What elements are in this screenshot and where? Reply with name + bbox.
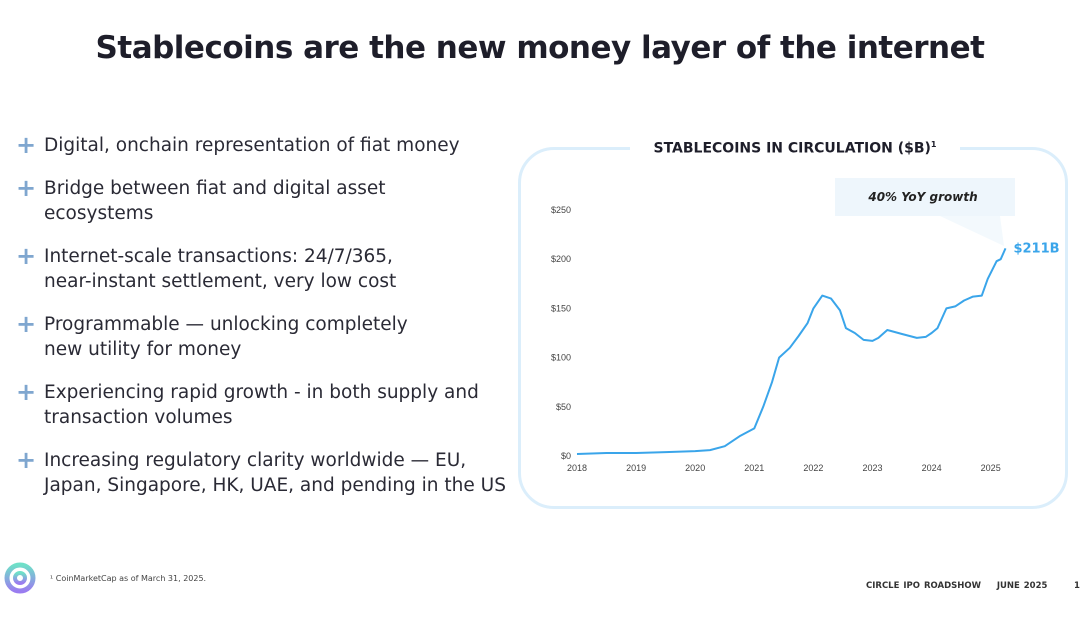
bullet-text: Internet-scale transactions: 24/7/365, ne… bbox=[44, 244, 396, 294]
footer-date: JUNE 2025 bbox=[996, 581, 1048, 591]
x-tick-label: 2019 bbox=[626, 463, 646, 473]
bullet-line: Bridge between fiat and digital asset bbox=[44, 178, 386, 199]
x-tick-label: 2020 bbox=[685, 463, 705, 473]
annotation-box bbox=[835, 178, 1015, 216]
circle-logo bbox=[3, 560, 37, 596]
x-tick-label: 2025 bbox=[981, 463, 1001, 473]
chart-title-footnote-marker: 1 bbox=[930, 140, 937, 149]
plus-icon: + bbox=[16, 131, 37, 159]
x-tick-label: 2022 bbox=[803, 463, 823, 473]
bullet-item: + Experiencing rapid growth - in both sup… bbox=[16, 380, 516, 430]
plus-icon: + bbox=[16, 310, 37, 338]
bullet-line: Digital, onchain representation of fiat … bbox=[44, 135, 460, 156]
y-tick-label: $200 bbox=[551, 254, 571, 264]
bullet-item: + Digital, onchain representation of fiat… bbox=[16, 133, 516, 158]
bullet-line: transaction volumes bbox=[44, 407, 233, 428]
bullet-text: Bridge between fiat and digital asset eco… bbox=[44, 176, 386, 226]
footnote: ¹ CoinMarketCap as of March 31, 2025. bbox=[50, 574, 207, 583]
bullet-line: near-instant settlement, very low cost bbox=[44, 271, 397, 292]
plus-icon: + bbox=[16, 242, 37, 270]
chart-title: STABLECOINS IN CIRCULATION ($B)1 bbox=[630, 134, 960, 160]
x-tick-label: 2018 bbox=[567, 463, 587, 473]
bullet-text: Digital, onchain representation of fiat … bbox=[44, 133, 460, 158]
bullet-line: Increasing regulatory clarity worldwide … bbox=[44, 450, 467, 471]
series-line bbox=[576, 247, 1007, 455]
page-title: Stablecoins are the new money layer of t… bbox=[95, 30, 985, 66]
plus-icon: + bbox=[16, 174, 37, 202]
annotation-text: 40% YoY growth bbox=[867, 190, 977, 204]
bullet-item: + Internet-scale transactions: 24/7/365, n… bbox=[16, 244, 516, 294]
bullet-line: Japan, Singapore, HK, UAE, and pending i… bbox=[44, 475, 506, 496]
y-tick-label: $100 bbox=[551, 353, 571, 363]
page-number: 10 bbox=[1074, 581, 1080, 591]
bullet-item: + Increasing regulatory clarity worldwide… bbox=[16, 448, 516, 498]
y-tick-label: $50 bbox=[556, 402, 571, 412]
x-tick-label: 2023 bbox=[862, 463, 882, 473]
end-value-label: $211B bbox=[1013, 241, 1059, 256]
y-tick-label: $250 bbox=[551, 205, 571, 215]
annotation-pointer bbox=[940, 216, 1004, 246]
chart-title-text: STABLECOINS IN CIRCULATION ($B) bbox=[653, 140, 931, 157]
footer-event: CIRCLE IPO ROADSHOW bbox=[866, 581, 981, 591]
bullet-line: Internet-scale transactions: 24/7/365, bbox=[44, 246, 393, 267]
bullet-text: Programmable — unlocking completely new u… bbox=[44, 312, 408, 362]
bullet-line: new utility for money bbox=[44, 339, 242, 360]
bullet-line: Experiencing rapid growth - in both supp… bbox=[44, 382, 479, 403]
y-tick-label: $0 bbox=[561, 451, 571, 461]
bullet-list: + Digital, onchain representation of fiat… bbox=[16, 133, 516, 516]
bullet-text: Increasing regulatory clarity worldwide … bbox=[44, 448, 506, 498]
plus-icon: + bbox=[16, 446, 37, 474]
footer-event-date: CIRCLE IPO ROADSHOW JUNE 2025 bbox=[866, 581, 1047, 591]
y-tick-label: $150 bbox=[551, 303, 571, 313]
x-tick-label: 2024 bbox=[922, 463, 942, 473]
bullet-line: ecosystems bbox=[44, 203, 154, 224]
bullet-text: Experiencing rapid growth - in both supp… bbox=[44, 380, 479, 430]
bullet-line: Programmable — unlocking completely bbox=[44, 314, 408, 335]
bullet-item: + Programmable — unlocking completely new … bbox=[16, 312, 516, 362]
x-tick-label: 2021 bbox=[744, 463, 764, 473]
plus-icon: + bbox=[16, 378, 37, 406]
bullet-item: + Bridge between fiat and digital asset ec… bbox=[16, 176, 516, 226]
